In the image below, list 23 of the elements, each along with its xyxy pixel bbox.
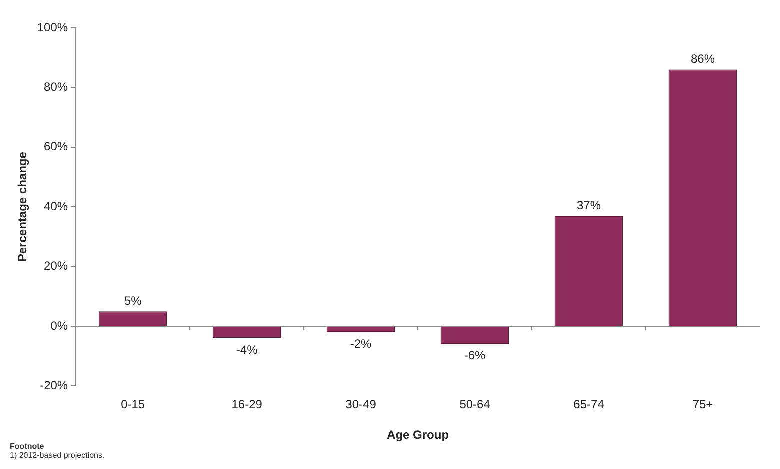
- y-tick-label: 100%: [37, 20, 68, 34]
- x-tick-label: 65-74: [574, 398, 605, 412]
- data-label: 5%: [124, 294, 142, 308]
- y-tick-label: 40%: [44, 199, 68, 214]
- x-tick-label: 0-15: [121, 398, 146, 412]
- y-tick-label: 20%: [44, 259, 68, 274]
- x-tick-label: 30-49: [346, 398, 377, 412]
- x-tick-label: 75+: [692, 398, 714, 412]
- x-tick-label: 50-64: [460, 398, 491, 412]
- data-label: -6%: [464, 348, 486, 363]
- x-axis-title: Age Group: [387, 428, 450, 442]
- data-label: -4%: [236, 342, 258, 357]
- x-tick-label: 16-29: [232, 398, 263, 412]
- y-axis-title: Percentage change: [16, 152, 30, 262]
- y-tick-label: 80%: [44, 80, 68, 94]
- text: 1) 2012-based projections.: [10, 451, 105, 460]
- data-label: 86%: [690, 52, 716, 66]
- data-label: 37%: [577, 198, 602, 212]
- y-tick-label: 0%: [50, 318, 68, 333]
- text: Footnote: [10, 442, 45, 451]
- y-tick-label: -20%: [40, 378, 68, 393]
- y-tick-label: 60%: [44, 140, 68, 154]
- data-label: -2%: [350, 336, 372, 351]
